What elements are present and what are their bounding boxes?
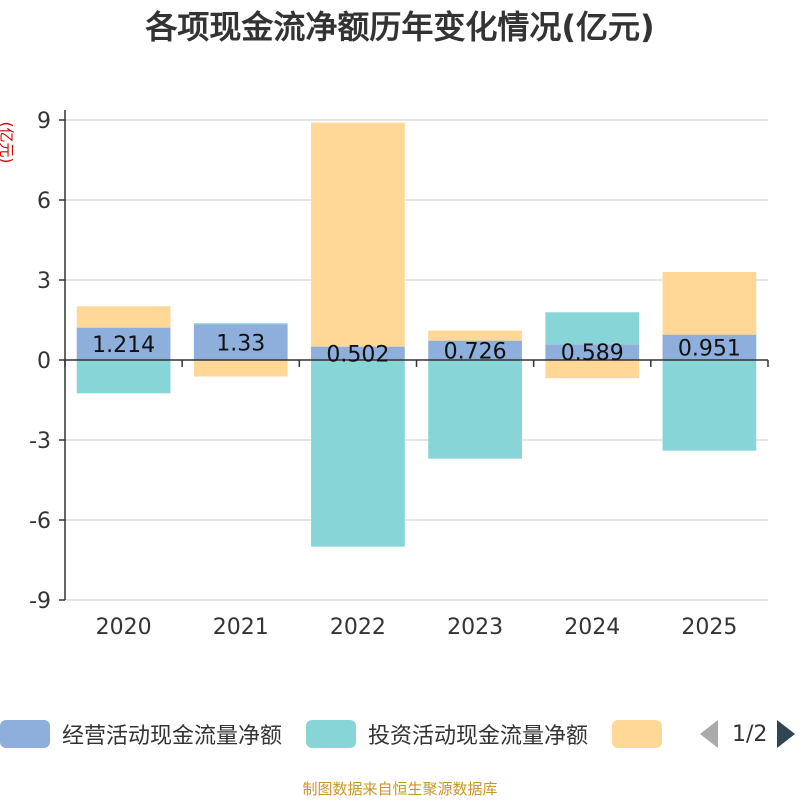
y-tick-label: -3: [29, 429, 51, 454]
y-tick-label: 9: [37, 109, 51, 134]
data-label: 1.214: [92, 333, 155, 358]
bar-2020-series-0: [76, 327, 171, 360]
legend-item-financing[interactable]: [612, 720, 674, 748]
bar-2022-series-0: [311, 346, 405, 360]
bar-2021-series-2: [193, 360, 288, 377]
data-label: 0.951: [678, 336, 741, 361]
bar-2022-series-2: [311, 122, 405, 347]
x-tick-label: 2023: [447, 615, 503, 640]
chart-title: 各项现金流净额历年变化情况(亿元): [145, 8, 655, 46]
bar-2020-series-1: [76, 360, 171, 394]
legend-item-operating[interactable]: 经营活动现金流量净额: [0, 718, 282, 750]
data-label: 0.502: [326, 342, 389, 367]
legend: 经营活动现金流量净额 投资活动现金流量净额: [0, 716, 698, 752]
bar-2024-series-2: [545, 360, 640, 379]
bar-2025-series-0: [662, 334, 757, 360]
bar-2024-series-1: [545, 312, 640, 345]
bar-2020-series-2: [76, 306, 171, 328]
bar-2024-series-0: [545, 344, 640, 360]
x-tick-label: 2021: [213, 615, 269, 640]
data-label: 0.589: [561, 341, 624, 366]
bar-2025-series-1: [662, 360, 757, 451]
legend-page-indicator: 1/2: [732, 721, 768, 747]
legend-prev-icon[interactable]: [700, 720, 718, 748]
bar-2023-series-2: [428, 330, 522, 341]
bar-2023-series-1: [428, 360, 522, 459]
data-label: 1.33: [216, 331, 265, 356]
bar-2021-series-0: [193, 324, 288, 360]
y-tick-label: 0: [37, 349, 51, 374]
y-tick-label: -9: [29, 589, 51, 614]
x-tick-label: 2022: [330, 615, 386, 640]
data-label: 0.726: [444, 339, 507, 364]
legend-label-investing: 投资活动现金流量净额: [368, 724, 589, 749]
x-tick-label: 2020: [96, 615, 152, 640]
legend-swatch-operating: [0, 720, 50, 748]
legend-item-investing[interactable]: 投资活动现金流量净额: [306, 718, 588, 750]
bar-2022-series-1: [311, 360, 405, 547]
bar-2021-series-1: [193, 323, 288, 325]
bar-2025-series-2: [662, 271, 757, 335]
y-tick-label: -6: [29, 509, 51, 534]
source-footer: 制图数据来自恒生聚源数据库: [302, 780, 498, 798]
legend-label-operating: 经营活动现金流量净额: [62, 724, 283, 749]
legend-pager: 1/2: [700, 716, 796, 752]
y-tick-label: 3: [37, 269, 51, 294]
x-tick-label: 2024: [564, 615, 620, 640]
y-tick-label: 6: [37, 189, 51, 214]
legend-next-icon[interactable]: [777, 720, 796, 748]
bar-2023-series-0: [428, 340, 522, 360]
x-tick-label: 2025: [681, 615, 737, 640]
legend-swatch-financing: [612, 720, 663, 748]
legend-swatch-investing: [306, 720, 357, 748]
